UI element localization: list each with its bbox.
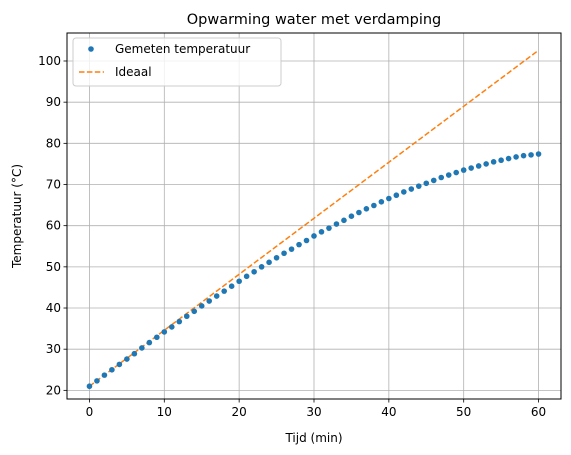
- measured-data-point: [326, 225, 332, 231]
- y-tick-label: 80: [46, 136, 61, 150]
- measured-data-point: [94, 378, 100, 384]
- measured-data-point: [378, 198, 385, 205]
- measured-data-point: [228, 283, 235, 289]
- y-tick-label: 50: [46, 260, 61, 274]
- legend-label-ideal: Ideaal: [115, 65, 152, 79]
- legend-marker-measured: [88, 46, 94, 52]
- measured-data-point: [401, 189, 407, 195]
- x-tick-label: 10: [157, 405, 172, 419]
- measured-data-point: [363, 205, 370, 212]
- measured-data-point: [430, 177, 437, 184]
- measured-data-point: [371, 202, 377, 209]
- measured-data-point: [139, 345, 145, 351]
- measured-data-point: [475, 163, 482, 169]
- measured-data-point: [206, 298, 213, 304]
- measured-data-point: [213, 293, 220, 299]
- measured-data-point: [408, 186, 415, 192]
- measured-data-point: [505, 155, 512, 162]
- measured-data-point: [393, 192, 400, 199]
- chart-title: Opwarming water met verdamping: [187, 12, 442, 28]
- measured-data-point: [535, 151, 542, 157]
- measured-data-point: [243, 273, 250, 280]
- x-tick-label: 30: [306, 405, 321, 419]
- measured-data-point: [116, 361, 123, 368]
- measured-data-point: [124, 356, 130, 362]
- measured-data-point: [415, 183, 422, 189]
- measured-data-point: [483, 161, 489, 167]
- measured-data-point: [348, 213, 355, 220]
- y-tick-label: 100: [38, 54, 61, 68]
- measured-data-point: [498, 157, 504, 164]
- measured-data-point: [460, 167, 467, 173]
- measured-data-point: [161, 329, 168, 335]
- legend-box: [72, 37, 282, 87]
- y-tick-label: 40: [46, 301, 61, 315]
- x-tick-label: 20: [232, 405, 247, 419]
- x-tick-label: 60: [531, 405, 546, 419]
- measured-data-point: [281, 250, 287, 257]
- measured-data-point: [236, 278, 242, 285]
- y-tick-label: 90: [46, 95, 61, 109]
- x-tick-label: 50: [456, 405, 471, 419]
- y-axis-label: Temperatuur (°C): [10, 164, 24, 269]
- y-tick-label: 20: [46, 383, 61, 397]
- measured-data-point: [318, 229, 325, 235]
- measured-data-point: [86, 383, 93, 390]
- measured-data-point: [221, 288, 227, 294]
- series-layer: [86, 49, 542, 390]
- measured-data-point: [198, 303, 205, 309]
- measured-data-point: [168, 324, 175, 330]
- legend-label-measured: Gemeten temperatuur: [115, 42, 250, 56]
- measured-data-point: [273, 254, 280, 261]
- measured-data-point: [251, 268, 257, 275]
- measured-data-point: [468, 165, 474, 171]
- measured-data-point: [131, 350, 138, 357]
- measured-data-point: [438, 174, 445, 181]
- measured-data-point: [528, 152, 534, 158]
- measured-data-point: [490, 159, 497, 165]
- y-tick-label: 60: [46, 219, 61, 233]
- measured-data-point: [386, 195, 392, 202]
- measured-data-point: [445, 172, 452, 178]
- measured-data-point: [288, 246, 295, 252]
- measured-data-point: [423, 180, 430, 187]
- measured-data-point: [176, 318, 183, 325]
- measured-data-point: [258, 264, 265, 270]
- ticks: 0 10 20 30 40 50 60 20 30 40 50 60 70 80 90 100: [38, 54, 546, 419]
- measured-data-point: [183, 313, 190, 320]
- measured-data-point: [296, 241, 302, 248]
- measured-data-point: [453, 169, 460, 176]
- measured-data-point: [191, 308, 198, 315]
- ideal-series-line: [89, 49, 539, 387]
- measured-data-point: [513, 154, 519, 160]
- grid: [67, 33, 561, 399]
- measured-data-point: [520, 152, 527, 159]
- measured-data-point: [154, 334, 160, 341]
- x-axis-label: Tijd (min): [284, 431, 342, 445]
- measured-data-point: [266, 259, 272, 266]
- measured-data-point: [356, 209, 362, 216]
- measured-data-point: [146, 339, 153, 346]
- x-tick-label: 40: [381, 405, 396, 419]
- legend: Gemeten temperatuur Ideaal: [72, 37, 282, 87]
- measured-data-point: [303, 237, 310, 244]
- measured-data-point: [333, 221, 340, 227]
- measured-data-point: [101, 372, 108, 378]
- y-tick-label: 70: [46, 178, 61, 192]
- measured-data-point: [311, 233, 317, 239]
- measured-data-point: [109, 366, 115, 373]
- x-tick-label: 0: [86, 405, 94, 419]
- measured-data-point: [341, 217, 347, 224]
- y-tick-label: 30: [46, 342, 61, 356]
